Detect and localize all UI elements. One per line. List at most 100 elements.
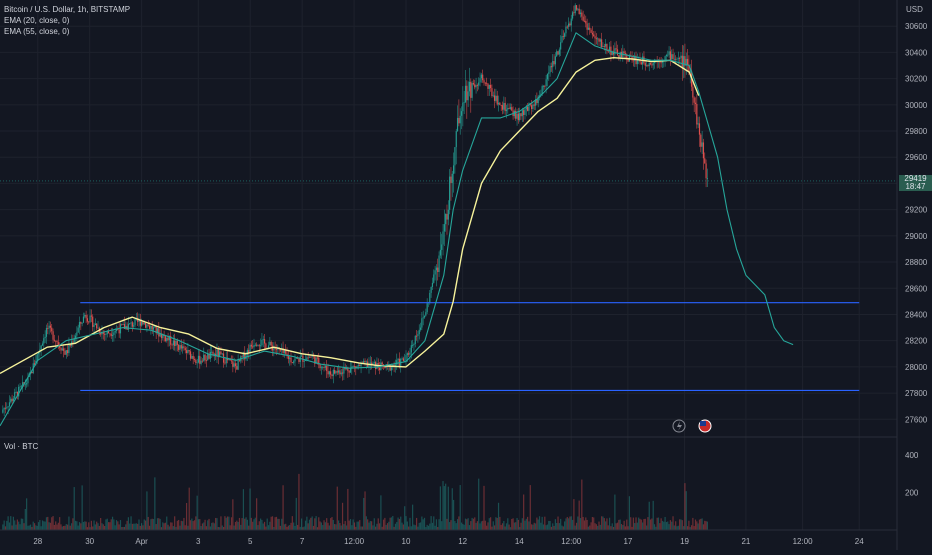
volume-bar [60,524,62,530]
candle-body [409,352,411,355]
volume-bar [40,526,42,530]
candle-body [545,79,547,86]
candle-body [446,213,448,220]
candle-body [148,325,151,329]
candle-body [648,62,650,67]
legend-ema55[interactable]: EMA (55, close, 0) [4,27,70,36]
candle-body [684,56,686,66]
candle-body [705,163,707,179]
ema20-line[interactable] [0,32,794,427]
volume-bar [673,525,675,530]
volume-bar [90,520,92,530]
volume-bar [155,524,157,530]
volume-legend[interactable]: Vol · BTC [4,442,39,451]
volume-bar [692,517,694,530]
candle-body [131,322,133,327]
candle-body [523,110,525,115]
candle-body [15,391,17,393]
volume-bar [483,485,485,530]
volume-bar [377,518,379,530]
volume-bar [273,527,275,530]
volume-bar [599,524,601,530]
volume-bar [14,520,16,530]
candle-body [314,356,316,364]
x-tick-label: 14 [515,537,524,546]
volume-bar [684,483,686,530]
candle-body [335,371,337,374]
volume-bar [125,524,127,530]
candle-body [607,50,609,52]
volume-bar [505,523,508,530]
volume-bar [318,517,320,530]
volume-bar [564,521,566,530]
volume-bar [487,522,489,530]
candle-body [479,78,481,83]
candle-body [544,85,546,87]
volume-bar [285,523,287,530]
volume-bar [80,523,82,530]
candle-body [441,244,443,250]
candle-body [146,324,148,328]
legend-ema20[interactable]: EMA (20, close, 0) [4,16,70,25]
candle-body [686,58,689,65]
x-tick-label: 5 [248,537,253,546]
candle-body [45,328,48,337]
candle-body [594,36,596,39]
ema55-line[interactable] [0,57,700,375]
volume-bar [445,483,447,530]
candle-body [595,38,597,40]
volume-bar [77,525,79,530]
volume-bar [368,522,370,530]
candle-body [593,34,595,37]
candle-body [570,18,572,26]
volume-bar [315,516,317,530]
currency-label[interactable]: USD [906,5,923,14]
candle-body [360,363,362,367]
volume-bar [332,519,334,530]
candle-body [586,23,588,30]
volume-bar [418,522,420,530]
candle-body [49,325,52,328]
x-tick-label: 21 [741,537,750,546]
volume-bar [495,517,497,530]
y-tick-label: 27600 [905,415,928,424]
volume-bar [260,518,262,530]
volume-bar [53,524,55,530]
y-tick-label: 29200 [905,206,928,215]
candle-body [142,321,144,325]
candle-body [283,350,285,353]
volume-bar [569,516,571,530]
candle-body [60,347,62,351]
volume-bar [631,526,633,530]
candle-body [495,95,497,101]
candle-body [487,83,489,89]
candle-body [57,342,59,345]
volume-bar [664,516,666,530]
volume-bar [554,519,556,530]
volume-bar [334,524,336,530]
candle-body [643,56,645,64]
candle-body [693,97,695,103]
volume-bar [632,517,634,530]
candle-body [211,351,213,353]
volume-bar [178,519,180,530]
candle-body [608,46,611,51]
volume-bar [557,516,559,530]
candle-body [43,338,45,344]
candle-body [228,358,230,361]
volume-bar [528,521,530,530]
candle-body [343,367,345,374]
candle-body [80,321,82,324]
legend-title[interactable]: Bitcoin / U.S. Dollar, 1h, BITSTAMP [4,5,131,14]
candle-body [225,358,227,364]
volume-bar [556,522,558,530]
volume-bar [683,526,685,530]
candle-body [373,362,375,364]
candle-body [627,58,629,62]
volume-bar [49,522,52,530]
candle-body [515,110,517,119]
volume-bar [253,519,255,530]
volume-bar [299,526,301,530]
